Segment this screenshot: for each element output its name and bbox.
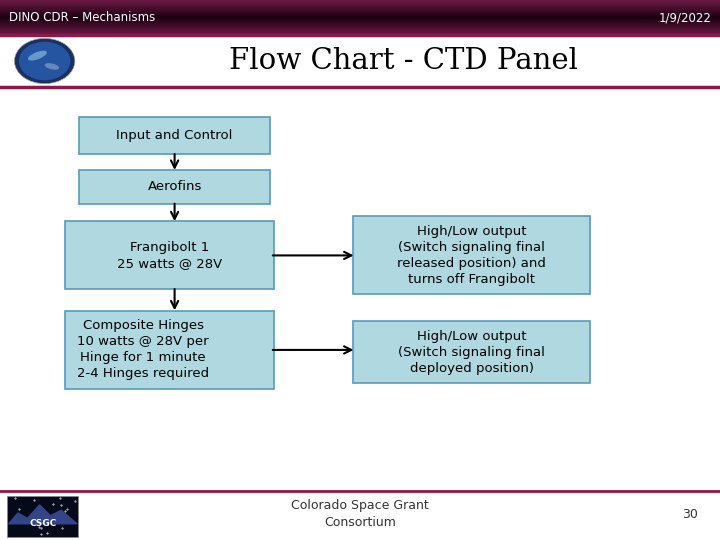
Text: DINO CDR – Mechanisms: DINO CDR – Mechanisms bbox=[9, 11, 155, 24]
FancyBboxPatch shape bbox=[65, 221, 274, 289]
Text: High/Low output
(Switch signaling final
released position) and
turns off Frangib: High/Low output (Switch signaling final … bbox=[397, 225, 546, 286]
FancyBboxPatch shape bbox=[353, 216, 590, 294]
Text: Frangibolt 1
25 watts @ 28V: Frangibolt 1 25 watts @ 28V bbox=[117, 241, 222, 269]
Text: Input and Control: Input and Control bbox=[117, 129, 233, 142]
Text: Aerofins: Aerofins bbox=[148, 180, 202, 193]
Text: CSGC: CSGC bbox=[30, 519, 57, 528]
Polygon shape bbox=[9, 505, 77, 524]
Text: Composite Hinges
10 watts @ 28V per
Hinge for 1 minute
2-4 Hinges required: Composite Hinges 10 watts @ 28V per Hing… bbox=[77, 319, 210, 380]
Text: 30: 30 bbox=[683, 508, 698, 521]
Text: Colorado Space Grant
Consortium: Colorado Space Grant Consortium bbox=[291, 499, 429, 529]
Circle shape bbox=[14, 38, 75, 84]
FancyBboxPatch shape bbox=[79, 170, 270, 204]
Text: Flow Chart - CTD Panel: Flow Chart - CTD Panel bbox=[229, 47, 577, 75]
FancyBboxPatch shape bbox=[79, 117, 270, 154]
Ellipse shape bbox=[28, 51, 47, 60]
Circle shape bbox=[19, 42, 71, 80]
Text: High/Low output
(Switch signaling final
deployed position): High/Low output (Switch signaling final … bbox=[398, 330, 545, 375]
FancyBboxPatch shape bbox=[65, 310, 274, 389]
FancyBboxPatch shape bbox=[353, 321, 590, 383]
Text: 1/9/2022: 1/9/2022 bbox=[659, 11, 711, 24]
Ellipse shape bbox=[45, 63, 59, 70]
FancyBboxPatch shape bbox=[7, 496, 78, 537]
